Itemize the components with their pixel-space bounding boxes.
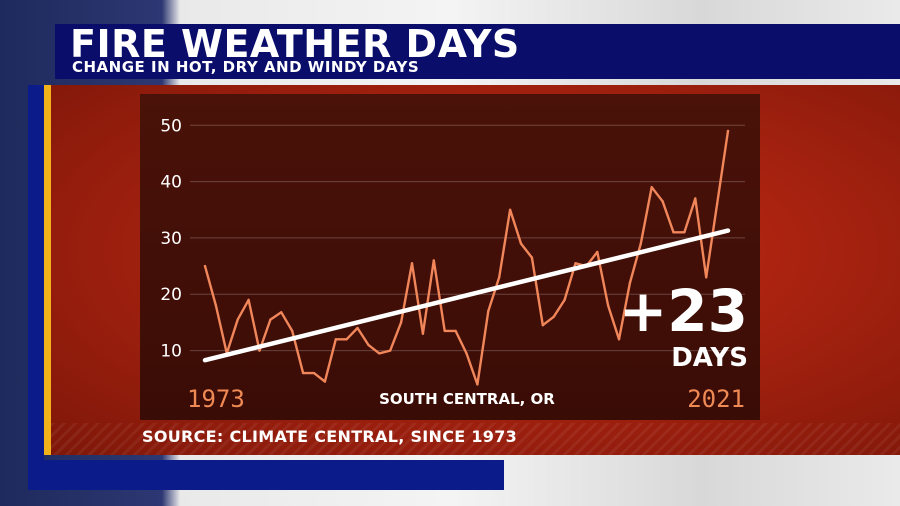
data-point-2017 xyxy=(683,231,686,234)
data-point-1974 xyxy=(214,304,218,307)
data-point-2011 xyxy=(617,338,621,341)
data-point-1985 xyxy=(334,338,337,341)
y-tick-label-20: 20 xyxy=(160,285,182,305)
title-bar xyxy=(55,24,900,79)
series-points xyxy=(203,129,730,386)
data-point-2014 xyxy=(650,186,653,189)
data-point-1982 xyxy=(301,371,305,375)
data-point-1986 xyxy=(345,338,348,341)
data-point-2016 xyxy=(672,231,675,234)
data-point-2021 xyxy=(726,129,730,133)
data-point-2006 xyxy=(563,298,566,302)
bottom-blue-bar xyxy=(28,460,504,490)
data-point-2007 xyxy=(574,262,577,265)
data-point-2020 xyxy=(715,202,719,206)
data-point-2019 xyxy=(705,276,708,279)
data-point-1997 xyxy=(465,352,468,355)
data-point-1989 xyxy=(378,352,381,355)
data-point-1988 xyxy=(367,343,370,347)
data-point-1999 xyxy=(487,309,490,313)
series-line-fire-weather-days xyxy=(203,129,730,386)
trend-line xyxy=(202,228,731,363)
chart-area xyxy=(140,94,760,420)
data-point-1973 xyxy=(203,264,207,268)
data-point-1978 xyxy=(258,349,261,352)
y-tick-labels: 10 20 30 40 50 xyxy=(160,116,182,361)
graphic-title: FIRE WEATHER DAYS xyxy=(70,22,520,66)
change-unit-label: DAYS xyxy=(671,343,748,373)
data-point-1987 xyxy=(356,326,359,330)
data-point-1993 xyxy=(421,332,425,335)
panel-hatch xyxy=(51,423,900,455)
y-tick-label-40: 40 xyxy=(160,173,182,193)
data-point-2002 xyxy=(519,242,523,245)
data-point-1979 xyxy=(269,318,272,321)
left-blue-bar xyxy=(28,85,44,490)
data-point-1992 xyxy=(410,262,414,265)
data-point-2000 xyxy=(498,276,501,279)
gold-stripe xyxy=(44,85,51,455)
data-point-1977 xyxy=(247,298,250,302)
data-point-1983 xyxy=(312,371,316,375)
y-tick-label-30: 30 xyxy=(160,229,182,249)
data-point-1991 xyxy=(399,321,403,324)
data-point-2010 xyxy=(606,304,610,307)
y-tick-label-50: 50 xyxy=(160,116,182,136)
data-point-1980 xyxy=(280,311,283,314)
end-year-label: 2021 xyxy=(687,385,745,413)
change-value-label: +23 xyxy=(619,277,748,345)
start-year-label: 1973 xyxy=(187,385,245,413)
data-point-1981 xyxy=(291,329,294,333)
data-point-2004 xyxy=(541,324,544,327)
data-point-1990 xyxy=(389,349,392,352)
data-point-1976 xyxy=(236,318,239,321)
data-point-1998 xyxy=(476,383,479,386)
data-point-2003 xyxy=(530,256,534,259)
data-point-1996 xyxy=(454,329,457,333)
data-point-2001 xyxy=(508,208,512,211)
data-point-2005 xyxy=(552,315,555,318)
source-credit: SOURCE: CLIMATE CENTRAL, SINCE 1973 xyxy=(142,427,518,446)
data-point-2013 xyxy=(639,242,642,245)
data-point-1995 xyxy=(443,329,446,333)
data-point-1994 xyxy=(432,259,435,262)
y-tick-label-10: 10 xyxy=(160,342,182,362)
data-point-2015 xyxy=(661,200,664,203)
graphic-subtitle: CHANGE IN HOT, DRY AND WINDY DAYS xyxy=(72,58,420,76)
data-point-1984 xyxy=(323,380,327,383)
data-point-2018 xyxy=(694,197,697,200)
data-point-2009 xyxy=(596,250,599,254)
region-label: SOUTH CENTRAL, OR xyxy=(379,390,555,408)
data-point-2012 xyxy=(628,281,632,285)
